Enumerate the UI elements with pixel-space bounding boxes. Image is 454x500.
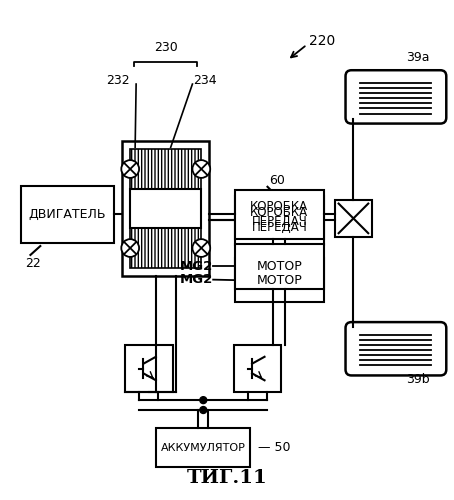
Circle shape [200,406,207,414]
Bar [130,149,201,189]
Circle shape [200,396,207,404]
Text: ΤИГ.11: ΤИГ.11 [187,469,267,487]
Bar [235,196,324,245]
Bar [130,228,201,268]
Bar [130,189,201,228]
Bar [156,428,250,468]
Circle shape [121,160,139,178]
Text: 220: 220 [309,34,335,48]
Text: ДВИГАТЕЛЬ: ДВИГАТЕЛЬ [29,208,106,221]
Bar [335,200,372,237]
Text: MG2: MG2 [180,273,213,286]
Text: MG2: MG2 [180,260,213,273]
Text: 234: 234 [193,74,217,87]
FancyBboxPatch shape [345,322,446,376]
Text: 39b: 39b [406,374,429,386]
Bar [125,345,173,392]
Text: 22: 22 [25,257,41,270]
Text: КОРОБКА
ПЕРЕДАЧ: КОРОБКА ПЕРЕДАЧ [250,206,308,234]
Text: 230: 230 [154,42,178,54]
Text: 39a: 39a [406,52,429,64]
Circle shape [121,239,139,257]
Bar [234,345,281,392]
Text: МОТОР: МОТОР [257,274,302,286]
Bar [235,244,324,288]
Text: МОТОР: МОТОР [257,260,302,273]
Text: 232: 232 [107,74,130,87]
Bar [235,190,324,239]
Circle shape [192,160,210,178]
FancyBboxPatch shape [345,70,446,124]
Bar [122,142,209,276]
Text: КОРОБКА
ПЕРЕДАЧ: КОРОБКА ПЕРЕДАЧ [250,200,308,228]
Circle shape [192,239,210,257]
Bar [235,258,324,302]
Bar [20,186,114,243]
Text: 60: 60 [270,174,286,187]
Text: — 50: — 50 [258,441,291,454]
Text: АККУМУЛЯТОР: АККУМУЛЯТОР [161,442,246,452]
